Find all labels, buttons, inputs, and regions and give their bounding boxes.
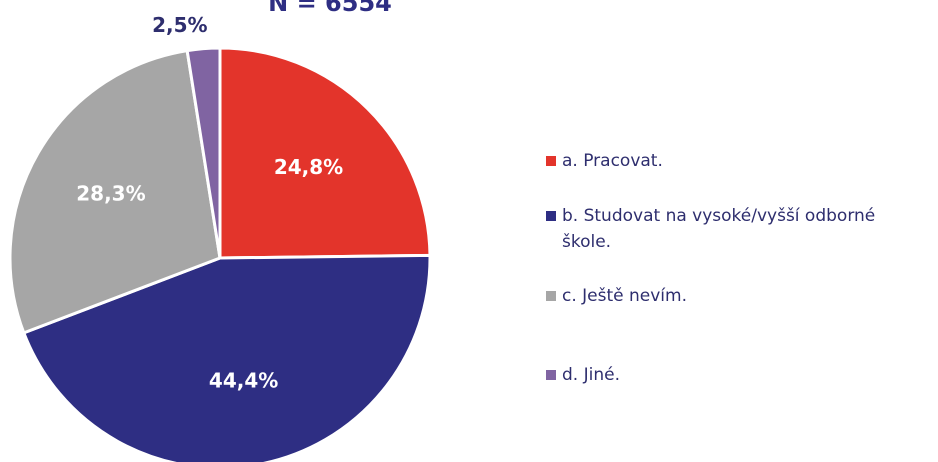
legend-label: a. Pracovat.: [562, 151, 663, 171]
legend-label: b. Studovat na vysoké/vyšší odborné škol…: [562, 206, 876, 252]
legend-item: b. Studovat na vysoké/vyšší odborné škol…: [546, 203, 926, 255]
legend-item: a. Pracovat.: [546, 148, 926, 174]
chart-title: N = 6554: [268, 0, 392, 17]
legend-swatch: [546, 156, 556, 166]
legend-item: d. Jiné.: [546, 362, 926, 388]
data-label: 44,4%: [209, 368, 278, 392]
data-label: 24,8%: [274, 155, 343, 179]
legend-swatch: [546, 291, 556, 301]
legend-label: c. Ještě nevím.: [562, 286, 687, 306]
pie-slice: [218, 46, 432, 260]
pie-slice: [185, 46, 222, 259]
pie-slice: [8, 48, 222, 335]
data-label: 28,3%: [76, 181, 145, 205]
legend-label: d. Jiné.: [562, 365, 620, 385]
data-label: 2,5%: [152, 13, 207, 37]
pie-slice: [21, 253, 432, 462]
legend-item: c. Ještě nevím.: [546, 283, 926, 309]
legend-swatch: [546, 211, 556, 221]
legend-swatch: [546, 370, 556, 380]
